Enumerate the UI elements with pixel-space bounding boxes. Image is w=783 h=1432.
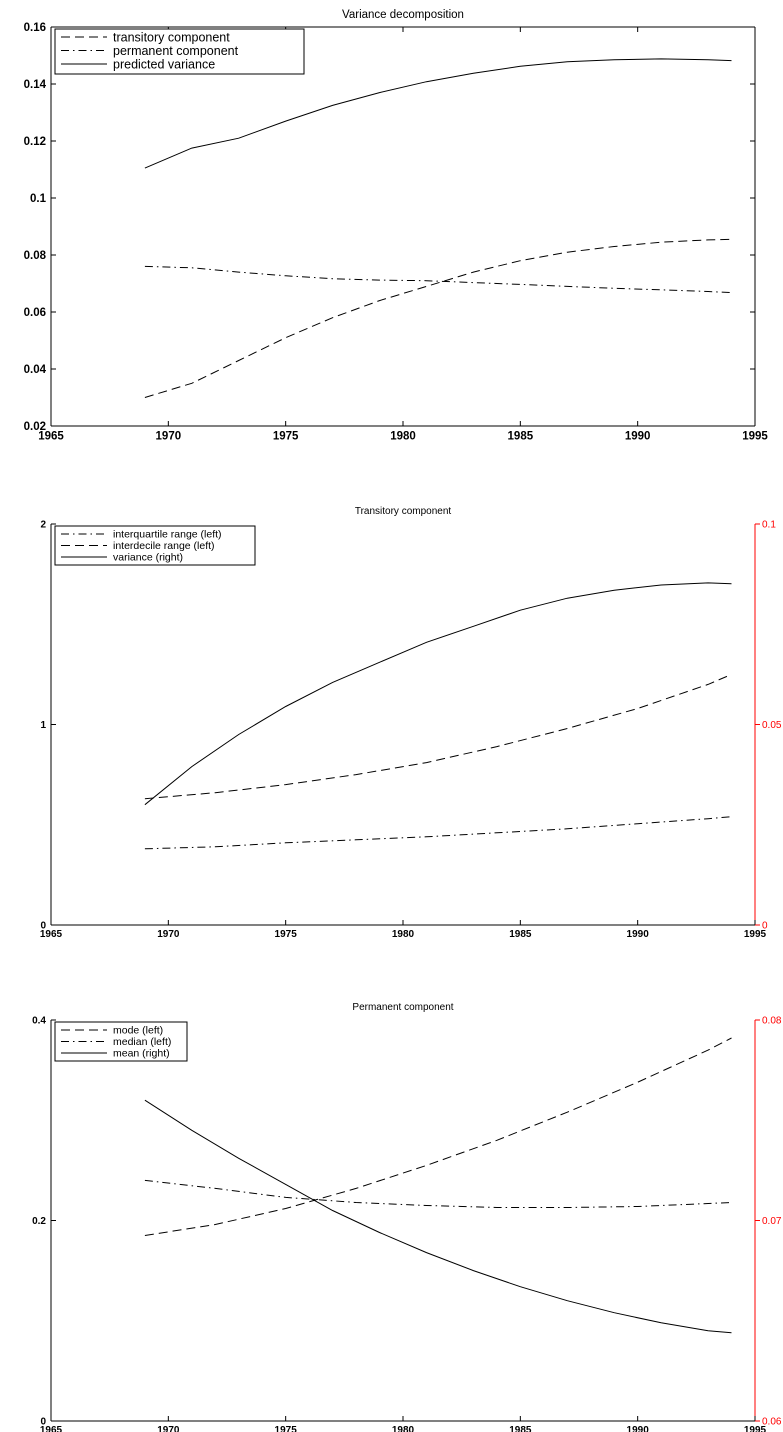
x-tick-label: 1995: [742, 431, 768, 443]
y-tick-label-left: 2: [40, 520, 46, 531]
y-tick-label-right: 0: [762, 921, 768, 932]
series-line-3: [144, 582, 732, 806]
y-tick-label-right: 0.08: [762, 1016, 782, 1027]
x-tick-label: 1980: [392, 1425, 415, 1432]
y-tick-label-left: 0.16: [24, 22, 46, 34]
y-tick-label-left: 0.12: [24, 136, 46, 148]
x-tick-label: 1995: [744, 929, 767, 940]
x-tick-label: 1985: [509, 929, 532, 940]
x-tick-label: 1995: [744, 1425, 767, 1432]
x-tick-label: 1965: [40, 929, 63, 940]
chart-title: Transitory component: [355, 506, 452, 517]
series-line-2: [144, 673, 732, 800]
legend-label: interdecile range (left): [113, 540, 215, 552]
y-tick-label-left: 0.2: [32, 1216, 46, 1227]
legend-label: mode (left): [113, 1025, 163, 1037]
y-tick-label-left: 0: [40, 921, 46, 932]
y-tick-label-left: 0.06: [24, 307, 46, 319]
legend: interquartile range (left)interdecile ra…: [54, 525, 256, 566]
x-tick-label: 1990: [627, 929, 650, 940]
legend-label: variance (right): [113, 552, 183, 564]
x-tick-label: 1975: [273, 431, 299, 443]
x-tick-label: 1970: [157, 1425, 180, 1432]
legend-label: transitory component: [113, 30, 230, 44]
x-tick-label: 1980: [390, 431, 416, 443]
x-tick-label: 1970: [157, 929, 180, 940]
y-tick-label-right: 0.07: [762, 1216, 782, 1227]
y-tick-label-left: 0.02: [24, 421, 46, 433]
y-tick-label-left: 0.14: [24, 79, 47, 91]
series-line-1: [144, 1037, 732, 1236]
chart-panel-3: Permanent component 1965 1970 1975 1980 1985 1…: [32, 1002, 782, 1432]
y-tick-label-right: 0.1: [762, 520, 776, 531]
x-tick-label: 1975: [275, 929, 298, 940]
x-tick-label: 1970: [156, 431, 182, 443]
series-line-3: [144, 1099, 732, 1334]
legend-label: permanent component: [113, 44, 239, 58]
x-tick-label: 1975: [275, 1425, 298, 1432]
legend-label: mean (right): [113, 1048, 170, 1060]
legend-box: [54, 525, 256, 566]
y-tick-label-left: 0.08: [24, 250, 47, 262]
chart-title: Permanent component: [352, 1002, 453, 1013]
legend-box: [54, 28, 305, 75]
x-tick-label: 1980: [392, 929, 415, 940]
series-line-1: [144, 816, 732, 850]
x-tick-label: 1965: [38, 431, 64, 443]
y-tick-label-left: 0: [40, 1417, 46, 1428]
series-line-1: [144, 238, 732, 398]
y-tick-label-left: 1: [40, 720, 46, 731]
series-line-2: [144, 265, 732, 294]
series-line-2: [144, 1179, 732, 1208]
x-tick-label: 1965: [40, 1425, 63, 1432]
y-tick-label-left: 0.1: [30, 193, 47, 205]
y-tick-label-right: 0.05: [762, 720, 782, 731]
chart-panel-2: Transitory component 1965 1970 1975 1980 1985…: [40, 506, 782, 940]
series-line-3: [144, 58, 732, 169]
x-tick-label: 1990: [625, 431, 651, 443]
chart-title: Variance decomposition: [342, 9, 464, 21]
chart-panel-1: Variance decomposition 1965 1970 1975 1980 19…: [24, 9, 769, 443]
legend-label: median (left): [113, 1036, 171, 1048]
legend-label: interquartile range (left): [113, 529, 222, 541]
y-tick-label-left: 0.04: [24, 364, 47, 376]
legend: mode (left)median (left)mean (right): [54, 1021, 188, 1062]
legend-label: predicted variance: [113, 57, 215, 71]
x-tick-label: 1985: [509, 1425, 532, 1432]
x-tick-label: 1985: [508, 431, 534, 443]
y-tick-label-right: 0.06: [762, 1417, 782, 1428]
legend-box: [54, 1021, 188, 1062]
x-tick-label: 1990: [627, 1425, 650, 1432]
y-tick-label-left: 0.4: [32, 1016, 46, 1027]
